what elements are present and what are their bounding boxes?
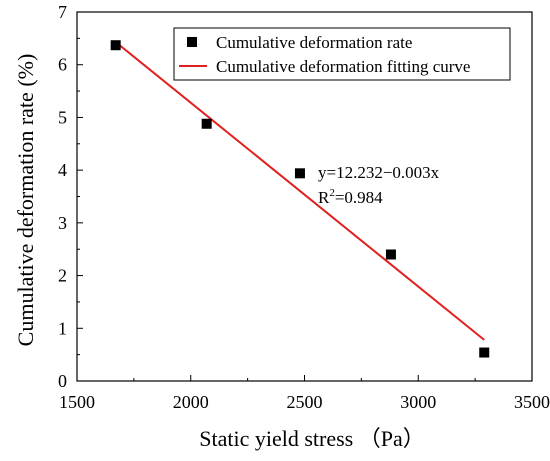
y-tick-label: 1	[58, 318, 67, 338]
y-tick-label: 3	[58, 213, 67, 233]
legend-marker-square	[187, 37, 197, 47]
data-point	[385, 249, 396, 260]
x-tick-label: 2000	[173, 392, 209, 412]
x-tick-label: 3000	[400, 392, 436, 412]
x-axis-title: Static yield stress （Pa）	[199, 426, 424, 451]
legend: Cumulative deformation rate Cumulative d…	[173, 27, 511, 81]
data-point	[201, 118, 212, 129]
y-tick-label: 4	[58, 160, 67, 180]
scatter-series	[110, 40, 490, 358]
data-point	[294, 168, 305, 179]
tick-labels: 1500 2000 2500 3000 3500 0 1 2 3 4 5 6 7	[58, 2, 550, 412]
data-point	[110, 40, 121, 51]
x-tick-label: 2500	[287, 392, 323, 412]
fit-equation-annotation: y=12.232−0.003x R2=0.984	[318, 163, 440, 207]
legend-label-scatter: Cumulative deformation rate	[216, 33, 412, 52]
legend-label-fit: Cumulative deformation fitting curve	[216, 57, 470, 76]
y-tick-label: 0	[58, 371, 67, 391]
r-squared: R2=0.984	[318, 187, 383, 207]
y-tick-label: 6	[58, 55, 67, 75]
fit-equation: y=12.232−0.003x	[318, 163, 440, 182]
y-axis-title: Cumulative deformation rate (%)	[13, 54, 38, 347]
x-tick-label: 3500	[514, 392, 550, 412]
y-tick-label: 2	[58, 266, 67, 286]
axis-ticks	[76, 11, 533, 382]
y-tick-label: 5	[58, 107, 67, 127]
data-point	[479, 347, 490, 358]
fitting-curve-line	[115, 41, 485, 341]
y-tick-label: 7	[58, 2, 67, 22]
legend-box	[173, 27, 511, 81]
fitting-curve-series	[115, 41, 485, 341]
x-tick-label: 1500	[59, 392, 95, 412]
